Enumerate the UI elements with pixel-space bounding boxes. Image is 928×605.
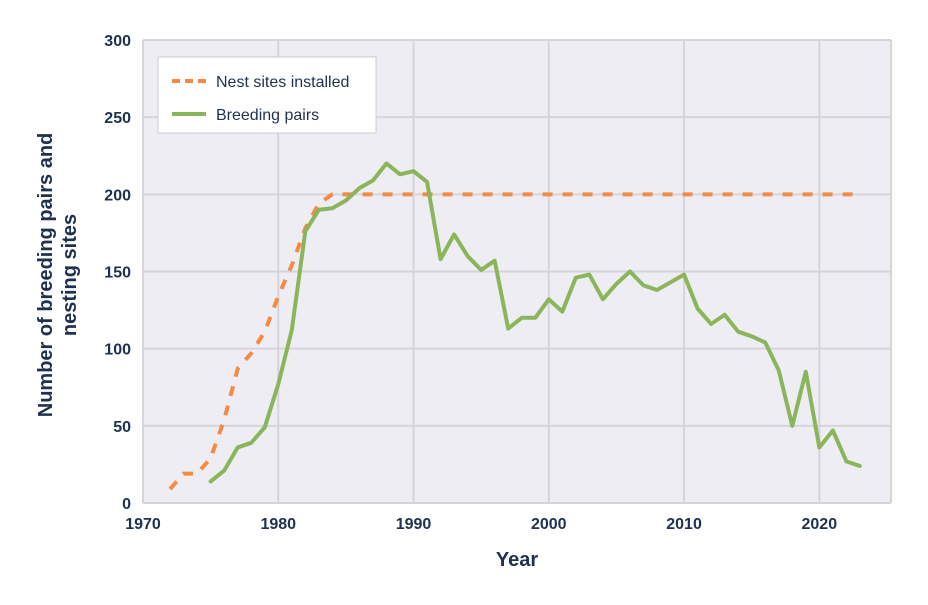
y-tick-label: 250 <box>104 110 131 127</box>
x-tick-label: 2010 <box>666 516 702 533</box>
y-tick-label: 200 <box>104 187 131 204</box>
breeding-pairs-line <box>208 161 862 484</box>
legend-label: Breeding pairs <box>216 107 319 124</box>
y-tick-label: 100 <box>104 342 131 359</box>
nest-sites-line <box>168 192 860 491</box>
legend: Nest sites installed Breeding pairs <box>157 56 377 134</box>
y-tick-label: 300 <box>104 33 131 50</box>
legend-label: Nest sites installed <box>216 74 349 91</box>
y-axis-label: Number of breeding pairs and nesting site… <box>35 133 81 417</box>
x-axis-label: Year <box>496 549 538 571</box>
x-tick-label: 1970 <box>125 516 161 533</box>
x-tick-label: 2020 <box>802 516 838 533</box>
x-tick-label: 1980 <box>260 516 296 533</box>
x-tick-label: 1990 <box>396 516 432 533</box>
x-tick-label: 2000 <box>531 516 567 533</box>
y-tick-label: 0 <box>122 496 131 513</box>
y-tick-label: 50 <box>113 419 131 436</box>
y-tick-label: 150 <box>104 265 131 282</box>
